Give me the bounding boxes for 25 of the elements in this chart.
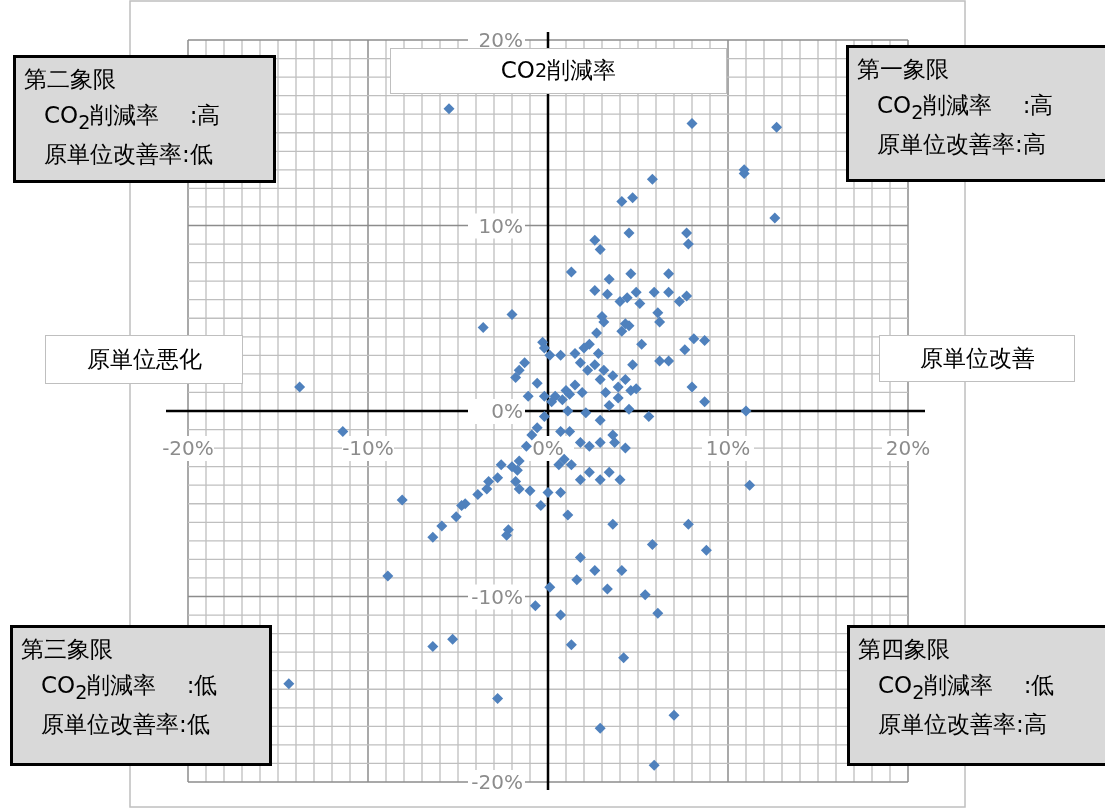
text-box: 原単位悪化 [45,335,243,384]
annotation: 原単位改善率:高 [877,709,1048,739]
x-tick-label: 0% [532,436,564,460]
x-tick-label: 10% [705,436,751,460]
annotation: 原単位改善率:低 [40,709,211,739]
annotation: 第四象限 [858,635,951,664]
annotation: CO$_{2}$削減率 :高 [43,100,222,136]
text-box: 第一象限 CO$_{2}$削減率 :高 原単位改善率:高 [846,45,1105,182]
annotation: CO$_{2}$削減率 :高 [876,90,1055,126]
text-box: 第四象限 CO$_{2}$削減率 :低 原単位改善率:高 [847,625,1105,766]
y-tick-label: -20% [471,770,523,794]
text-box: 原単位改善 [879,335,1075,382]
annotation: CO$_{2}$削減率 :低 [40,670,219,706]
x-tick-label: -20% [162,436,214,460]
text-box: 第三象限 CO$_{2}$削減率 :低 原単位改善率:低 [10,625,272,766]
x-tick-label: 20% [885,436,931,460]
annotation: 原単位改善率:高 [876,129,1047,159]
annotation: 第一象限 [857,55,950,84]
y-tick-label: 10% [478,213,523,238]
x-tick-label: -10% [342,436,394,460]
text-box: 第二象限 CO$_{2}$削減率 :高 原単位改善率:低 [13,55,276,183]
y-tick-label: -10% [471,584,523,609]
y-tick-label: 0% [491,399,523,423]
annotation: CO$_{2}$削減率 :低 [877,670,1056,706]
annotation: 原単位改善率:低 [43,139,214,169]
